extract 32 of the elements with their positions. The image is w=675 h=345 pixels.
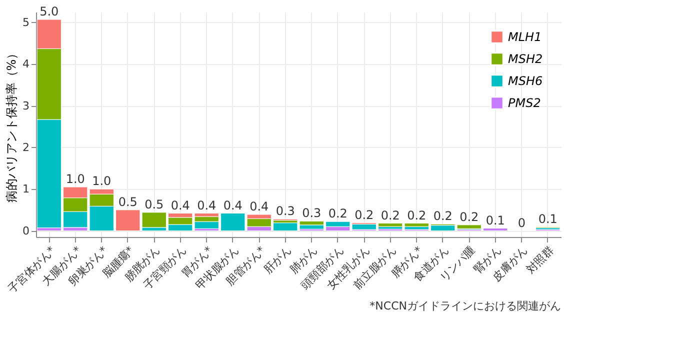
y-tick-label: 4 — [22, 58, 30, 71]
total-label: 0.2 — [328, 206, 348, 221]
total-label: 0.5 — [118, 194, 138, 209]
total-label: 0.1 — [486, 213, 505, 228]
legend-label: MLH1 — [508, 30, 542, 44]
total-label: 1.0 — [92, 174, 112, 188]
total-label: 0.2 — [407, 208, 426, 222]
total-label: 0.4 — [197, 198, 216, 212]
y-tick-label: 3 — [22, 99, 30, 112]
legend-label: MSH6 — [508, 74, 543, 88]
total-label: 0.2 — [380, 208, 400, 222]
y-tick-label: 5 — [22, 16, 30, 29]
total-label: 0.2 — [354, 208, 374, 222]
y-tick-label: 2 — [22, 140, 30, 154]
total-label: 0.1 — [538, 212, 558, 226]
total-label: 0.4 — [223, 198, 242, 212]
text: *NCCNガイドラインにおける関連がん — [370, 300, 561, 313]
total-label: 0.5 — [144, 197, 164, 212]
y-tick-label: 1 — [22, 182, 30, 196]
y-axis-title: 病的バリアント保持率（%） — [4, 47, 18, 203]
legend-label: PMS2 — [508, 96, 541, 110]
total-label: 0.2 — [460, 210, 479, 224]
total-label: 1.0 — [66, 172, 85, 186]
total-label: 0 — [518, 216, 526, 230]
total-label: 5.0 — [40, 4, 59, 18]
total-label: 0.4 — [250, 200, 269, 214]
total-label: 0.4 — [170, 198, 190, 212]
total-label: 0.3 — [302, 206, 322, 220]
total-label: 0.3 — [276, 204, 295, 218]
y-tick-label: 0 — [22, 224, 30, 238]
total-label: 0.2 — [433, 209, 452, 224]
legend-label: MSH2 — [508, 52, 543, 66]
